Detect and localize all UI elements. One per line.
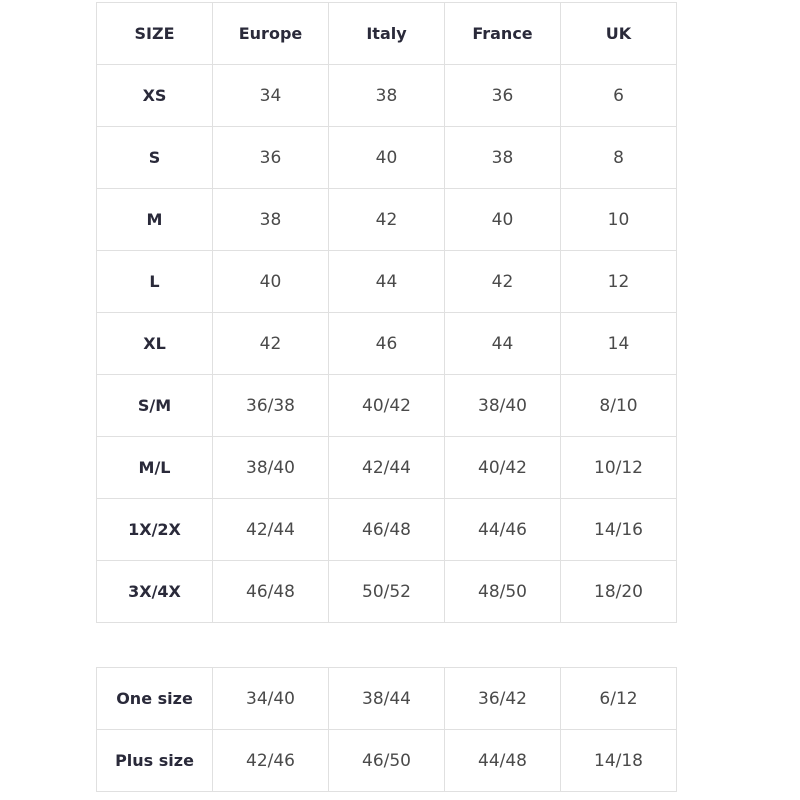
size-value: 36/38 [212, 374, 329, 437]
size-label: XL [96, 312, 213, 375]
size-value: 42 [212, 312, 329, 375]
size-value: 40 [328, 126, 445, 189]
size-value: 8 [560, 126, 677, 189]
table-row: L 40 44 42 12 [96, 250, 677, 313]
size-value: 10 [560, 188, 677, 251]
size-value: 44/46 [444, 498, 561, 561]
size-value: 40 [444, 188, 561, 251]
size-label: 1X/2X [96, 498, 213, 561]
size-label: S [96, 126, 213, 189]
table-row: 1X/2X 42/44 46/48 44/46 14/16 [96, 498, 677, 561]
size-value: 14/16 [560, 498, 677, 561]
column-header: SIZE [96, 2, 213, 65]
size-value: 42/46 [212, 729, 329, 792]
size-label: M [96, 188, 213, 251]
table-row: One size 34/40 38/44 36/42 6/12 [96, 667, 677, 730]
column-header: UK [560, 2, 677, 65]
size-value: 38/40 [212, 436, 329, 499]
size-label: Plus size [96, 729, 213, 792]
size-value: 36 [212, 126, 329, 189]
size-value: 40 [212, 250, 329, 313]
size-value: 36 [444, 64, 561, 127]
table-row: XS 34 38 36 6 [96, 64, 677, 127]
size-value: 40/42 [444, 436, 561, 499]
size-value: 50/52 [328, 560, 445, 623]
size-value: 48/50 [444, 560, 561, 623]
table-row: M 38 42 40 10 [96, 188, 677, 251]
size-value: 40/42 [328, 374, 445, 437]
size-value: 34 [212, 64, 329, 127]
table-row: M/L 38/40 42/44 40/42 10/12 [96, 436, 677, 499]
size-value: 6 [560, 64, 677, 127]
size-value: 18/20 [560, 560, 677, 623]
size-chart-table: SIZE Europe Italy France UK XS 34 38 36 6 S 36 40 38… [96, 2, 677, 623]
size-value: 46/48 [328, 498, 445, 561]
column-header: France [444, 2, 561, 65]
size-value: 46 [328, 312, 445, 375]
size-value: 42/44 [328, 436, 445, 499]
size-label: One size [96, 667, 213, 730]
size-value: 42 [328, 188, 445, 251]
size-value: 44 [328, 250, 445, 313]
size-label: L [96, 250, 213, 313]
size-value: 34/40 [212, 667, 329, 730]
table-row: 3X/4X 46/48 50/52 48/50 18/20 [96, 560, 677, 623]
table-row: Plus size 42/46 46/50 44/48 14/18 [96, 729, 677, 792]
size-value: 44/48 [444, 729, 561, 792]
size-value: 38 [444, 126, 561, 189]
table-row: S/M 36/38 40/42 38/40 8/10 [96, 374, 677, 437]
size-label: 3X/4X [96, 560, 213, 623]
size-value: 38 [212, 188, 329, 251]
size-value: 8/10 [560, 374, 677, 437]
size-value: 6/12 [560, 667, 677, 730]
table-row: XL 42 46 44 14 [96, 312, 677, 375]
size-value: 36/42 [444, 667, 561, 730]
size-value: 46/50 [328, 729, 445, 792]
column-header: Europe [212, 2, 329, 65]
size-label: M/L [96, 436, 213, 499]
size-value: 44 [444, 312, 561, 375]
size-value: 38 [328, 64, 445, 127]
size-value: 14 [560, 312, 677, 375]
header-row: SIZE Europe Italy France UK [96, 2, 677, 65]
size-value: 38/40 [444, 374, 561, 437]
size-value: 42/44 [212, 498, 329, 561]
size-value: 10/12 [560, 436, 677, 499]
column-header: Italy [328, 2, 445, 65]
size-value: 12 [560, 250, 677, 313]
size-value: 14/18 [560, 729, 677, 792]
size-label: S/M [96, 374, 213, 437]
size-label: XS [96, 64, 213, 127]
size-value: 46/48 [212, 560, 329, 623]
size-value: 42 [444, 250, 561, 313]
size-value: 38/44 [328, 667, 445, 730]
special-sizes-table: One size 34/40 38/44 36/42 6/12 Plus size 42/4… [96, 667, 677, 792]
table-row: S 36 40 38 8 [96, 126, 677, 189]
